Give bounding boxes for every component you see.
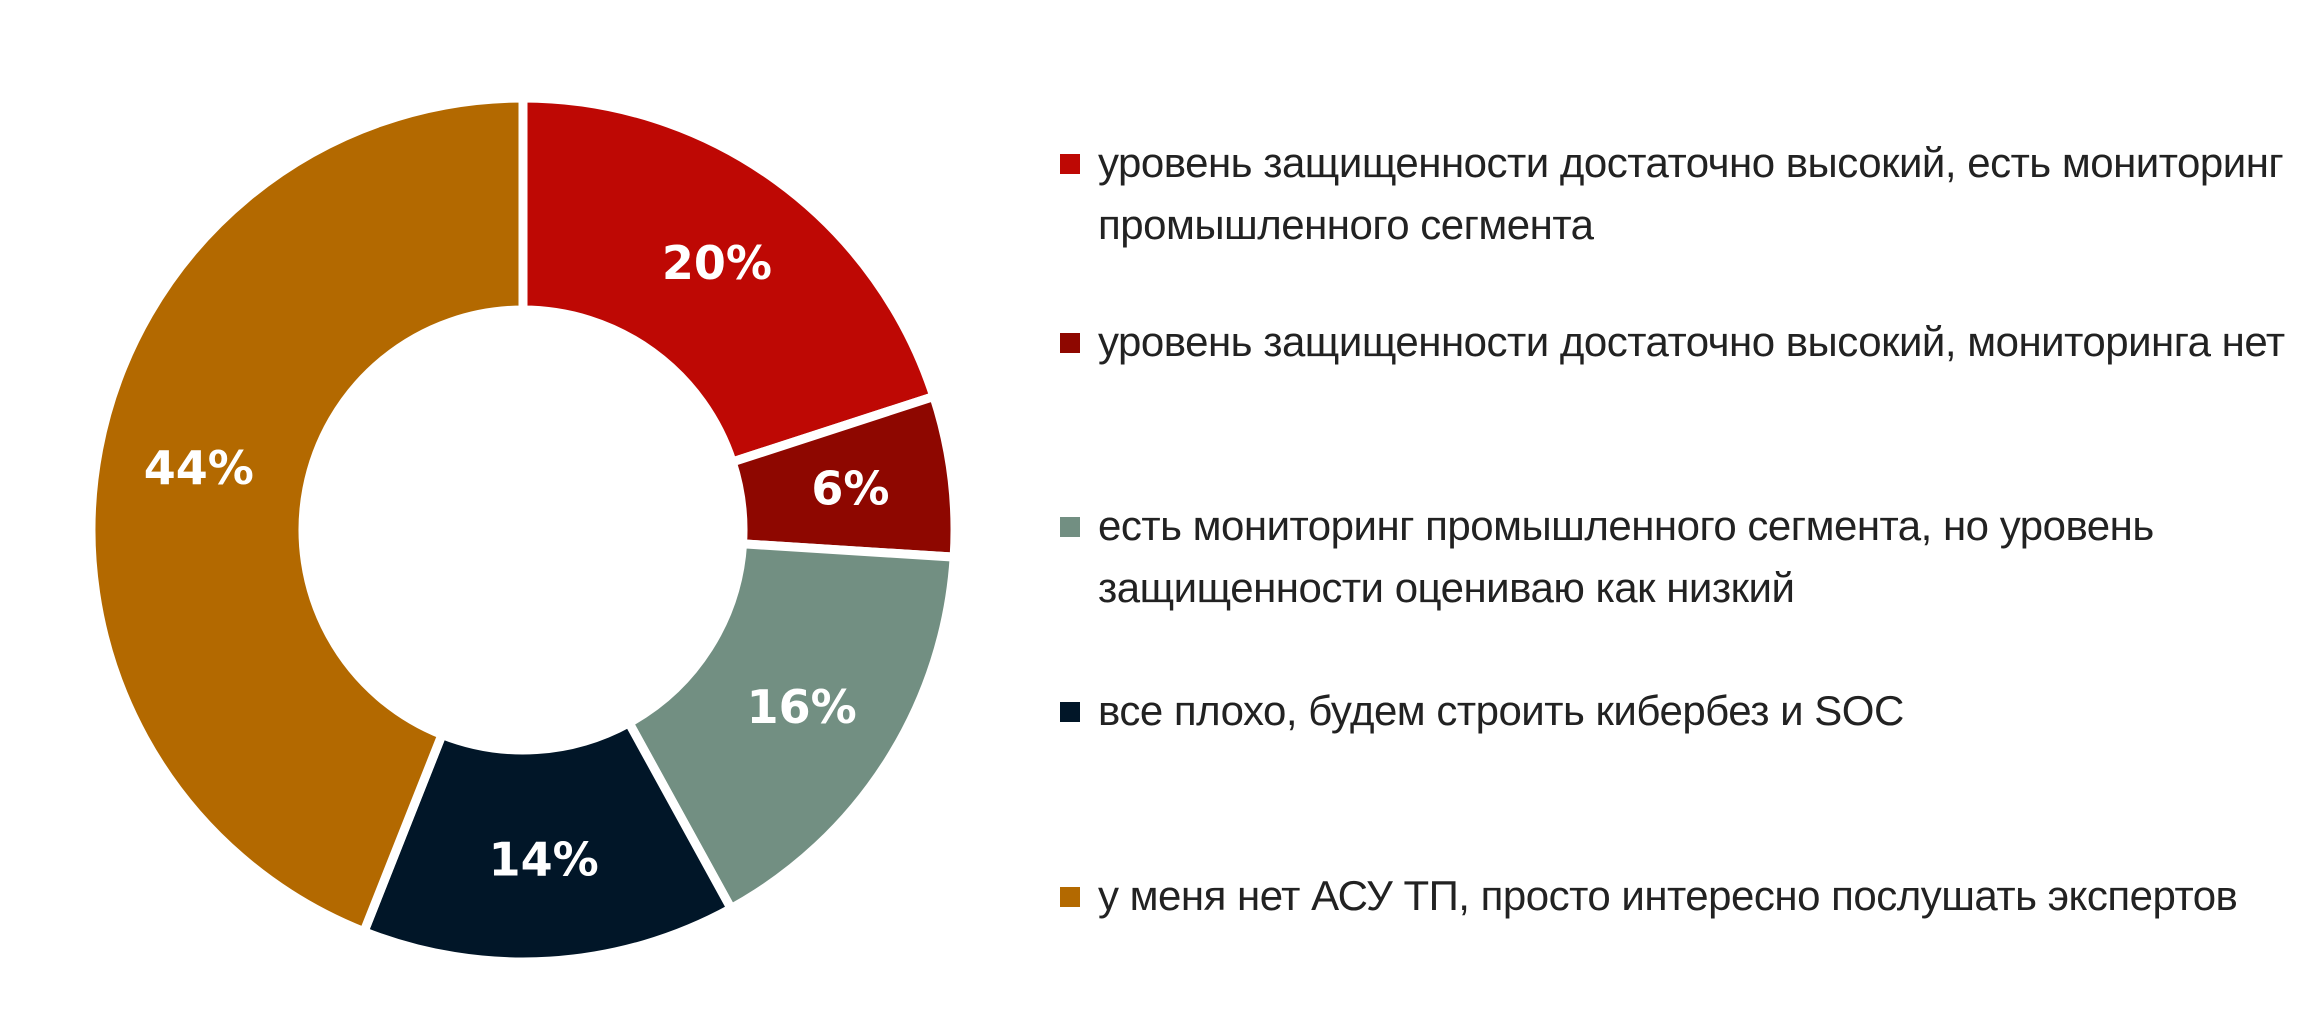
legend-swatch [1060,333,1080,353]
donut-slice [518,93,940,468]
slice-data-label: 16% [747,680,857,734]
slice-data-label: 20% [662,236,772,290]
legend-label: есть мониторинг промышленного сегмента, … [1098,502,2154,611]
legend-label: все плохо, будем строить кибербез и SOC [1098,687,1904,734]
donut-slice [622,539,959,915]
legend-swatch [1060,154,1080,174]
legend-item: у меня нет АСУ ТП, просто интересно посл… [1060,865,2298,927]
legend-swatch [1060,517,1080,537]
legend-item: уровень защищенности достаточно высокий,… [1060,132,2298,256]
legend-label: уровень защищенности достаточно высокий,… [1098,318,2285,365]
legend-item: уровень защищенности достаточно высокий,… [1060,311,2298,373]
legend-label: у меня нет АСУ ТП, просто интересно посл… [1098,872,2238,919]
legend-swatch [1060,702,1080,722]
donut-slice [358,716,738,967]
legend-swatch [1060,887,1080,907]
legend-label: уровень защищенности достаточно высокий,… [1098,139,2284,248]
donut-chart: 20% 6% 16% 14% 44% [86,93,960,967]
slice-data-label: 14% [489,832,599,886]
slice-data-label: 6% [811,462,889,516]
legend-item: все плохо, будем строить кибербез и SOC [1060,680,2298,742]
slice-data-label: 44% [144,441,254,495]
donut-slice [86,93,528,938]
legend-item: есть мониторинг промышленного сегмента, … [1060,495,2298,619]
